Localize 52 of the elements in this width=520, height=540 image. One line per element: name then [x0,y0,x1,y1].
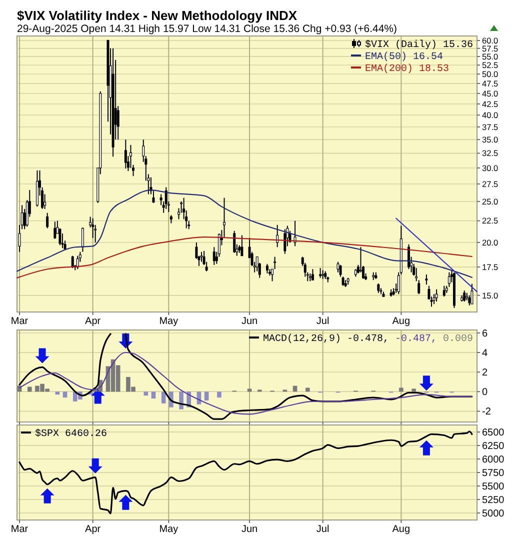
chart-subtitle: 29-Aug-2025 Open 14.31 High 15.97 Low 14.31 Close 15.36 Chg +0.93 (+6.44%) [17,23,398,35]
legend-label: MACD(12,26,9) -0.478, [263,333,390,345]
x-tick-label: Aug [392,524,410,535]
y-tick-label: 57.5 [482,43,499,54]
y-tick-label: 35.0 [482,134,499,145]
y-tick-label: 0 [482,387,488,398]
x-tick-label: Jul [316,316,330,327]
chart-title: $VIX Volatility Index - New Methodology INDX [17,8,298,23]
legend-label: EMA(50) 16.54 [365,51,444,63]
y-tick-label: 20.0 [482,237,499,248]
y-tick-label: 6250 [482,441,505,452]
y-tick-label: 6 [482,328,488,340]
y-tick-label: 60.0 [482,35,499,46]
y-tick-label: -2 [482,406,492,418]
y-tick-label: 45.0 [482,88,499,98]
x-tick-label: May [159,316,178,327]
y-tick-label: 32.5 [482,148,499,158]
y-tick-label: 2 [482,368,488,379]
y-tick-label: 50.0 [482,68,499,79]
y-tick-label: 5500 [482,481,505,492]
x-tick-label: Apr [85,316,102,327]
y-tick-label: 5000 [482,508,505,520]
y-tick-label: 30.0 [482,162,499,173]
text: -0.487, [395,334,438,345]
y-tick-label: 52.5 [482,60,499,70]
legend-label: $SPX 6460.26 [35,428,108,440]
y-tick-label: 5250 [482,494,505,506]
y-tick-label: 47.5 [482,78,499,88]
x-tick-label: Mar [10,316,29,327]
x-tick-label: Apr [85,524,102,535]
y-tick-label: 25.0 [482,196,499,206]
x-tick-label: Mar [10,524,29,535]
y-tick-label: 4 [482,348,488,360]
x-tick-label: Aug [392,316,410,327]
y-tick-label: 17.5 [482,262,499,272]
y-tick-label: 6500 [482,428,505,439]
x-tick-label: Jul [316,524,330,535]
y-tick-label: 22.5 [482,216,499,226]
text: 0.009 [443,334,474,345]
y-tick-label: 6000 [482,454,505,466]
y-tick-label: 55.0 [482,51,499,62]
y-tick-label: 15.0 [482,290,499,300]
x-tick-label: Jun [241,316,258,327]
legend-label: $VIX (Daily) 15.36 [365,39,474,51]
y-tick-label: 27.5 [482,178,499,189]
y-tick-label: 37.5 [482,122,499,132]
y-tick-label: 5750 [482,468,505,479]
x-tick-label: Jun [241,524,258,535]
x-tick-label: May [159,524,178,535]
y-tick-label: 42.5 [482,98,499,109]
y-tick-label: 40.0 [482,110,499,120]
legend-label: EMA(200) 18.53 [365,63,450,75]
